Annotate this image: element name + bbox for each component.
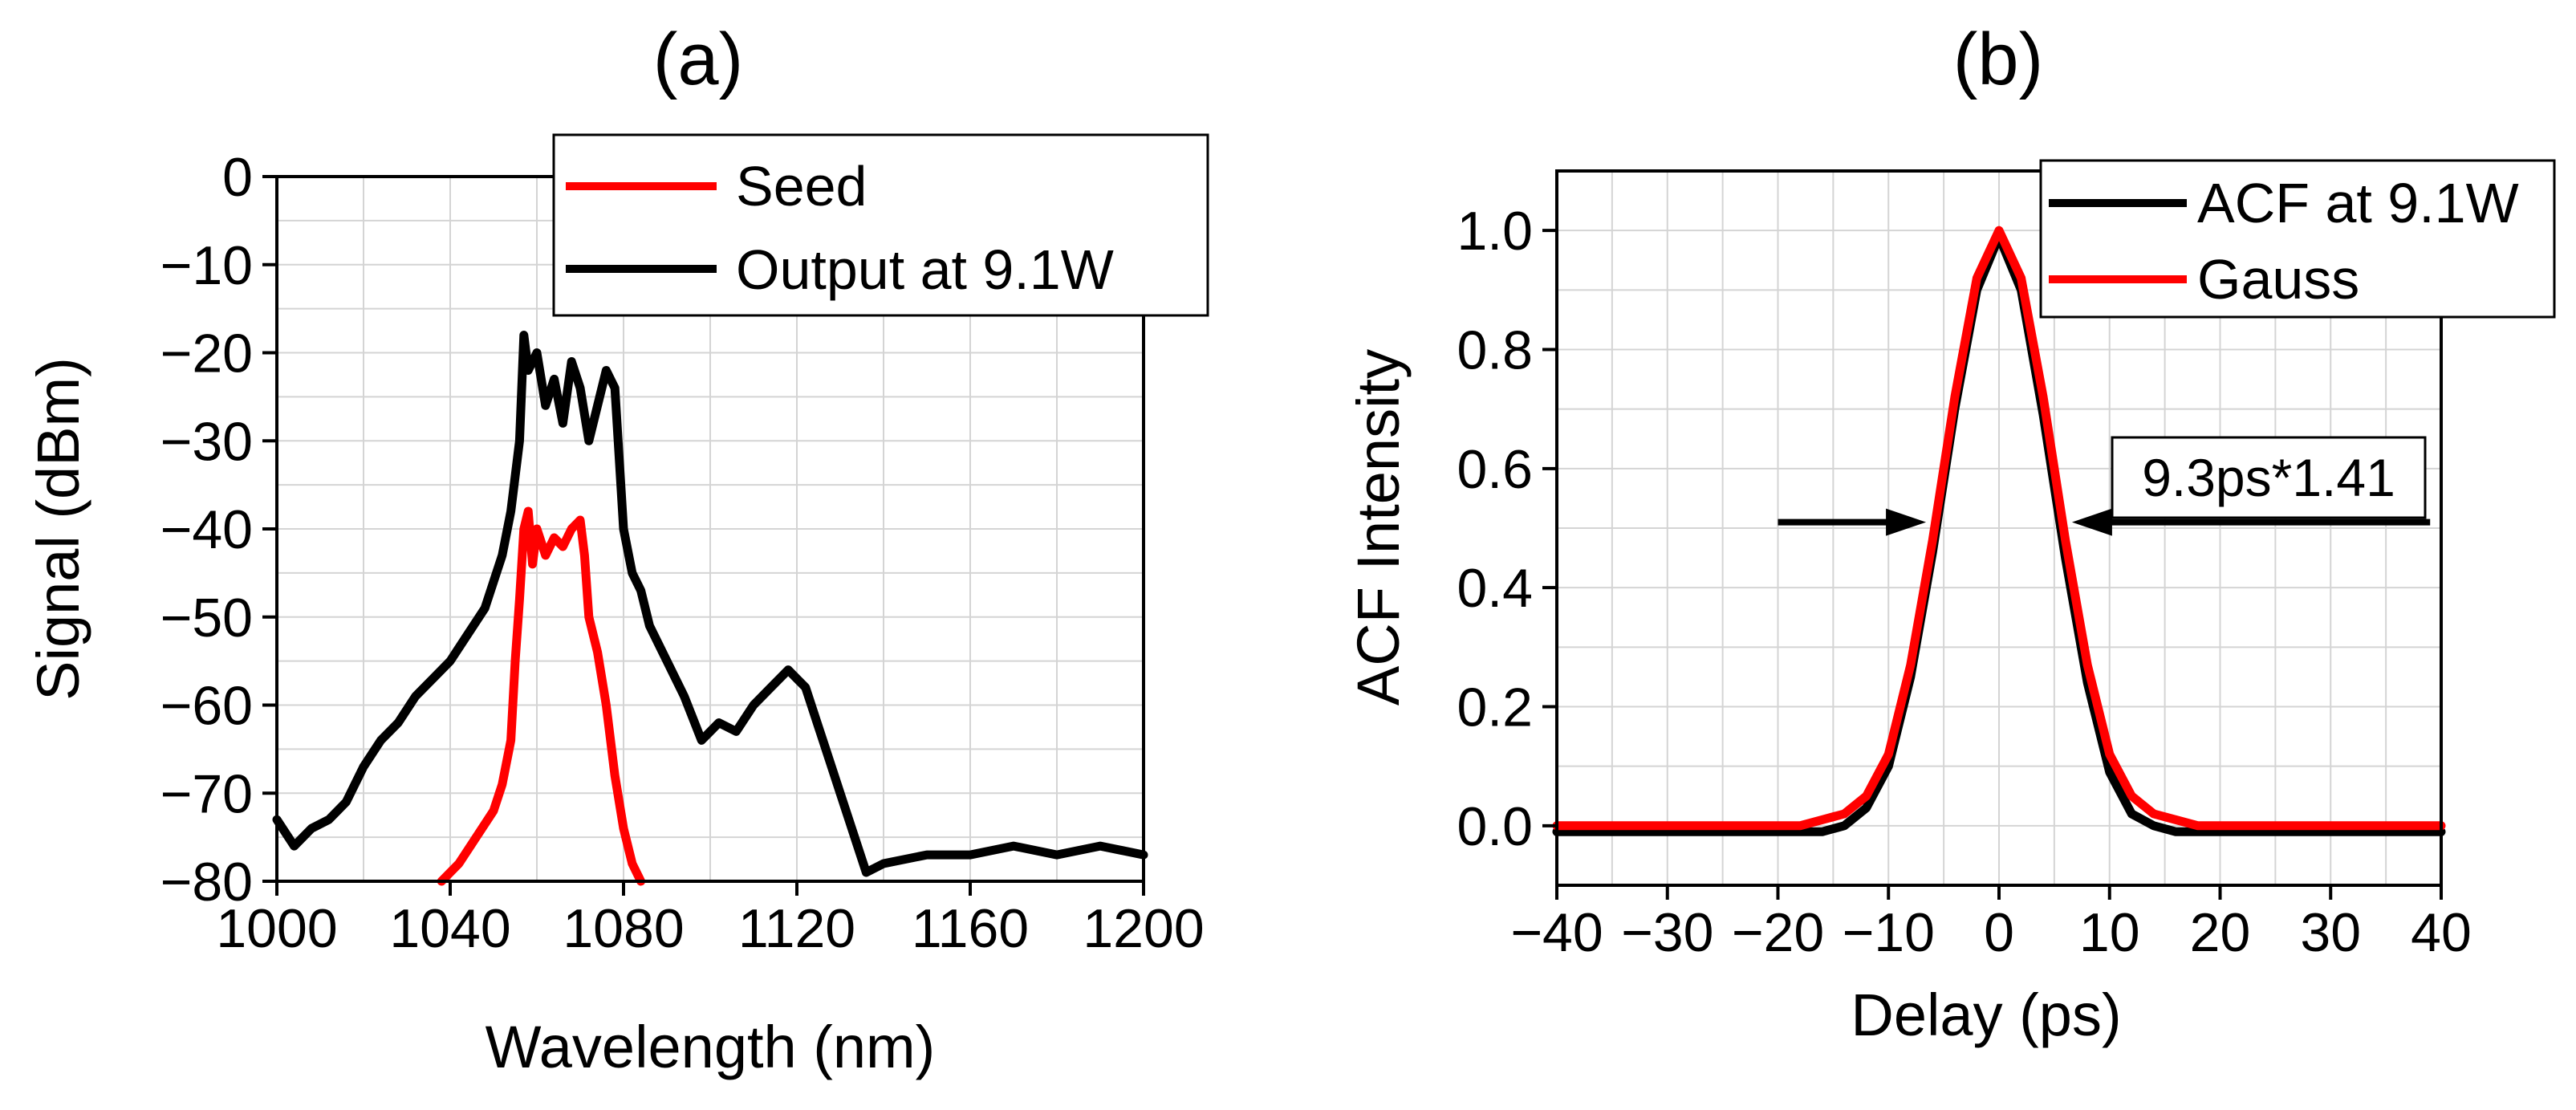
panel-a-x-tick-label: 1160 [912,898,1029,959]
fwhm-label: 9.3ps*1.41 [2142,448,2395,507]
panel-b-ticks: −40 −30 −20 −10 0 10 20 30 40 0.0 0.2 0.4 0.6 0.8 1.0 [1457,201,2471,963]
panel-a-x-tick-label: 1080 [563,898,684,959]
panel-b-x-tick-label: −30 [1621,902,1713,963]
panel-b-series [1552,226,2446,836]
panel-a-y-axis-title: Signal (dBm) [25,357,91,701]
panel-b-y-tick-label: 0.6 [1457,439,1533,500]
panel-a-y-tick-label: 0 [222,147,253,208]
panel-a-y-tick-label: −70 [160,763,253,824]
panel-b-legend-box [2039,159,2556,319]
panel-a-x-tick-label: 1120 [738,898,855,959]
panel-a-label: (a) [653,18,743,100]
panel-b: (b) −40 −30 −20 −10 0 10 20 30 40 0.0 0.2 0.4 0.6 0.8… [1345,18,2556,1048]
panel-a: (a) 1000 1040 1080 1120 1160 1200 0 −10 −20 −30 −4… [25,18,1209,1080]
panel-b-series-line-1 [1552,226,2446,831]
panel-a-y-tick-label: −20 [160,323,253,384]
panel-a-series [272,331,1148,886]
panel-b-y-tick-label: 0.8 [1457,320,1533,381]
panel-a-series-line-1 [437,506,646,886]
panel-b-legend: ACF at 9.1W Gauss [2039,159,2556,319]
panel-b-y-axis-title: ACF Intensity [1345,349,1412,705]
panel-a-x-tick-label: 1000 [216,898,337,959]
panel-b-y-tick-label: 0.4 [1457,558,1533,619]
panel-b-y-tick-label: 1.0 [1457,201,1533,262]
panel-a-x-tick-label: 1040 [389,898,510,959]
panel-b-y-tick-label: 0.0 [1457,796,1533,857]
panel-b-x-tick-label: 40 [2411,902,2472,963]
panel-a-legend-box [552,133,1209,317]
panel-a-legend: Seed Output at 9.1W [552,133,1209,317]
fwhm-label-box [2111,436,2427,519]
panel-a-y-tick-label: −80 [160,852,253,913]
legend-label-output: Output at 9.1W [736,238,1114,301]
panel-b-x-tick-label: 10 [2079,902,2140,963]
panel-a-series-line-0 [272,331,1148,877]
panel-a-y-tick-label: −60 [160,676,253,737]
panel-b-x-tick-label: −40 [1510,902,1603,963]
panel-a-ticks: 1000 1040 1080 1120 1160 1200 0 −10 −20 −30 −40 −50… [160,147,1205,959]
panel-b-x-tick-label: 0 [1984,902,2014,963]
panel-b-y-tick-label: 0.2 [1457,677,1533,738]
panel-b-x-tick-label: 20 [2190,902,2251,963]
panel-b-x-tick-label: −20 [1732,902,1824,963]
panel-a-y-tick-label: −40 [160,499,253,560]
legend-label-seed: Seed [736,155,867,218]
fwhm-arrow-right-head [2071,508,2112,536]
panel-b-x-tick-label: 30 [2300,902,2361,963]
legend-label-acf: ACF at 9.1W [2197,172,2519,234]
panel-a-x-axis-title: Wavelength (nm) [486,1014,936,1080]
panel-a-y-tick-label: −10 [160,235,253,296]
panel-b-x-axis-title: Delay (ps) [1851,982,2121,1048]
panel-b-label: (b) [1953,18,2043,100]
panel-a-y-tick-label: −30 [160,411,253,472]
fwhm-annotation: 9.3ps*1.41 [1778,436,2431,536]
legend-label-gauss: Gauss [2197,248,2359,311]
fwhm-arrow-left-head [1886,508,1927,536]
panel-b-x-tick-label: −10 [1843,902,1935,963]
panel-a-y-tick-label: −50 [160,588,253,649]
panel-a-x-tick-label: 1200 [1083,898,1204,959]
